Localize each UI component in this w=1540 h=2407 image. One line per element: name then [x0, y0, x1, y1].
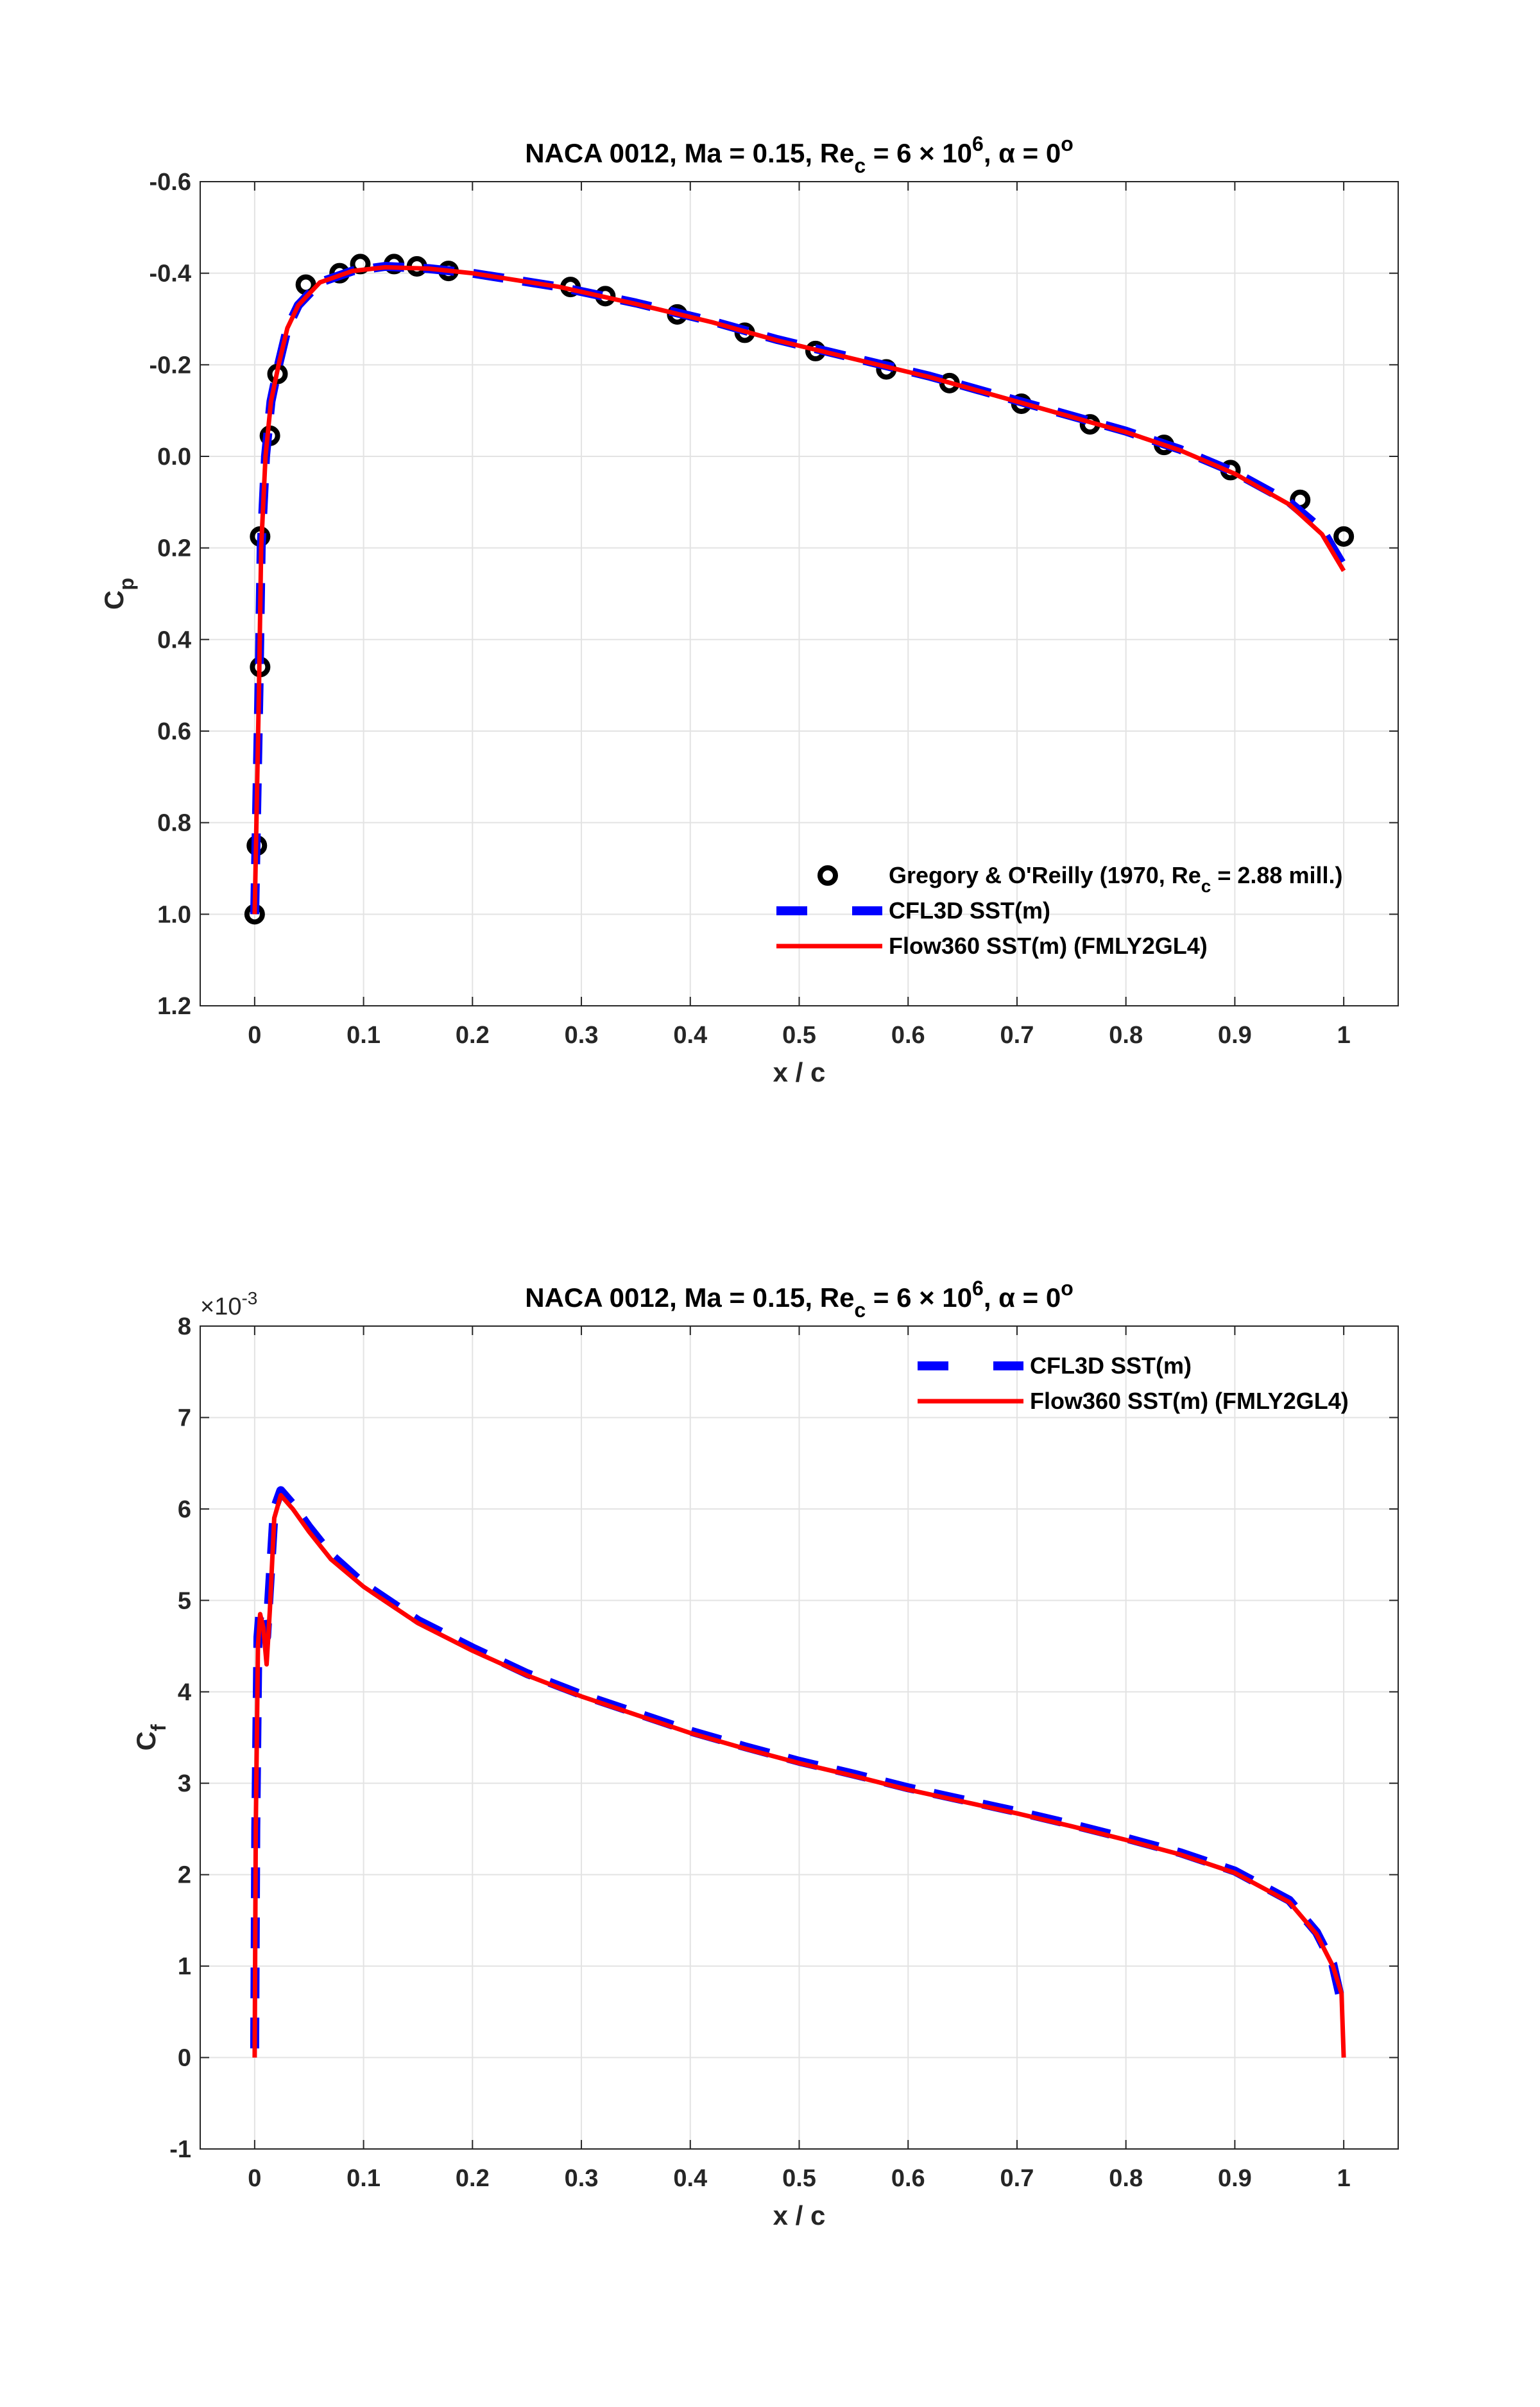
title-subscript: c — [854, 154, 866, 177]
legend-label: Flow360 SST(m) (FMLY2GL4) — [889, 933, 1208, 959]
legend-subscript: c — [1201, 876, 1211, 896]
x-tick-label: 0.8 — [1109, 2165, 1143, 2192]
cf-plot: 0 0.1 0.2 0.3 0.4 0.5 0.6 0.7 0.8 0.9 1 -1 0 1 2 3 4 5 6 7 8… — [131, 1277, 1399, 2230]
title-superscript: 6 — [972, 132, 984, 155]
y-axis-label: Cp — [99, 578, 138, 610]
title-text: NACA 0012, Ma = 0.15, Re — [525, 1282, 854, 1313]
y-tick-label: 8 — [178, 1313, 191, 1340]
legend-label: Gregory & O'Reilly (1970, Rec = 2.88 mil… — [889, 862, 1342, 896]
exponent-power: -3 — [241, 1288, 257, 1308]
exponent-base: ×10 — [200, 1293, 241, 1320]
x-tick-label: 0.1 — [346, 1022, 381, 1049]
y-tick-label: 0 — [178, 2045, 191, 2072]
flow360-line — [252, 1493, 1346, 2058]
x-tick-label: 1 — [1337, 2165, 1351, 2192]
x-tick-label: 0.5 — [782, 2165, 816, 2192]
x-tick-label: 0.2 — [456, 2165, 490, 2192]
x-tick-label: 0 — [248, 2165, 261, 2192]
x-tick-label: 0 — [248, 1022, 261, 1049]
x-tick-label: 0.3 — [565, 1022, 599, 1049]
legend-label: CFL3D SST(m) — [889, 897, 1050, 924]
x-tick-label: 0.8 — [1109, 1022, 1143, 1049]
x-tick-label: 0.6 — [891, 1022, 925, 1049]
title-text: , α = 0 — [984, 138, 1061, 168]
x-tick-label: 0.6 — [891, 2165, 925, 2192]
y-label-text: C — [99, 591, 129, 610]
y-tick-label: -0.2 — [150, 352, 191, 379]
legend-label: Flow360 SST(m) (FMLY2GL4) — [1030, 1388, 1349, 1414]
cp-plot: 0 0.1 0.2 0.3 0.4 0.5 0.6 0.7 0.8 0.9 1 -0.6 -0.4 -0.… — [99, 132, 1399, 1087]
axes-box — [200, 1325, 1399, 2150]
x-tick-label: 0.9 — [1218, 2165, 1252, 2192]
y-tick-label: 2 — [178, 1862, 191, 1889]
x-tick-label: 0.7 — [1000, 1022, 1034, 1049]
y-axis-label: Cf — [131, 1724, 170, 1750]
title-degree: o — [1061, 132, 1074, 155]
chart-title: NACA 0012, Ma = 0.15, Rec = 6 × 106, α =… — [525, 1277, 1074, 1322]
y-tick-label: 0.6 — [157, 718, 191, 745]
flow360-line — [252, 264, 1346, 915]
x-tick-label: 1 — [1337, 1022, 1351, 1049]
x-axis-label: x / c — [773, 2200, 826, 2230]
x-tick-label: 0.7 — [1000, 2165, 1034, 2192]
x-tick-label: 0.1 — [346, 2165, 381, 2192]
title-text: , α = 0 — [984, 1282, 1061, 1313]
y-tick-label: 3 — [178, 1770, 191, 1797]
title-degree: o — [1061, 1277, 1074, 1300]
y-tick-label: -0.4 — [150, 261, 191, 288]
y-tick-label: 0.0 — [157, 444, 191, 470]
y-exponent-label: ×10-3 — [200, 1288, 257, 1320]
y-tick-label: 5 — [178, 1587, 191, 1614]
y-tick-label: 0.8 — [157, 810, 191, 837]
axes-box — [200, 181, 1399, 1006]
y-tick-label: 0.4 — [157, 626, 191, 653]
x-tick-label: 0.3 — [565, 2165, 599, 2192]
legend-text: = 2.88 mill.) — [1211, 862, 1342, 888]
series-group — [244, 254, 1355, 925]
legend-label: CFL3D SST(m) — [1030, 1352, 1192, 1379]
y-tick-label: 6 — [178, 1496, 191, 1523]
y-tick-label: 0.2 — [157, 535, 191, 562]
x-tick-label: 0.4 — [673, 1022, 707, 1049]
legend-text: Gregory & O'Reilly (1970, Re — [889, 862, 1201, 888]
title-superscript: 6 — [972, 1277, 984, 1300]
y-label-text: C — [131, 1731, 161, 1750]
y-tick-label: 7 — [178, 1404, 191, 1431]
legend-marker-circle — [817, 865, 838, 886]
chart-title: NACA 0012, Ma = 0.15, Rec = 6 × 106, α =… — [525, 132, 1074, 177]
x-tick-label: 0.5 — [782, 1022, 816, 1049]
x-tick-label: 0.2 — [456, 1022, 490, 1049]
title-subscript: c — [854, 1298, 866, 1322]
y-tick-label: 1 — [178, 1953, 191, 1980]
x-tick-label: 0.9 — [1218, 1022, 1252, 1049]
x-tick-label: 0.4 — [673, 2165, 707, 2192]
y-label-subscript: f — [147, 1724, 170, 1731]
y-tick-label: -1 — [169, 2136, 191, 2163]
experimental-data-point — [1333, 526, 1355, 547]
series-group — [250, 1486, 1346, 2058]
y-tick-label: -0.6 — [150, 169, 191, 196]
x-axis-label: x / c — [773, 1057, 826, 1087]
title-text: NACA 0012, Ma = 0.15, Re — [525, 138, 854, 168]
title-text: = 6 × 10 — [866, 1282, 972, 1313]
y-tick-label: 4 — [178, 1679, 191, 1706]
y-tick-label: 1.2 — [157, 993, 191, 1020]
y-label-subscript: p — [115, 578, 138, 591]
title-text: = 6 × 10 — [866, 138, 972, 168]
y-tick-label: 1.0 — [157, 901, 191, 928]
